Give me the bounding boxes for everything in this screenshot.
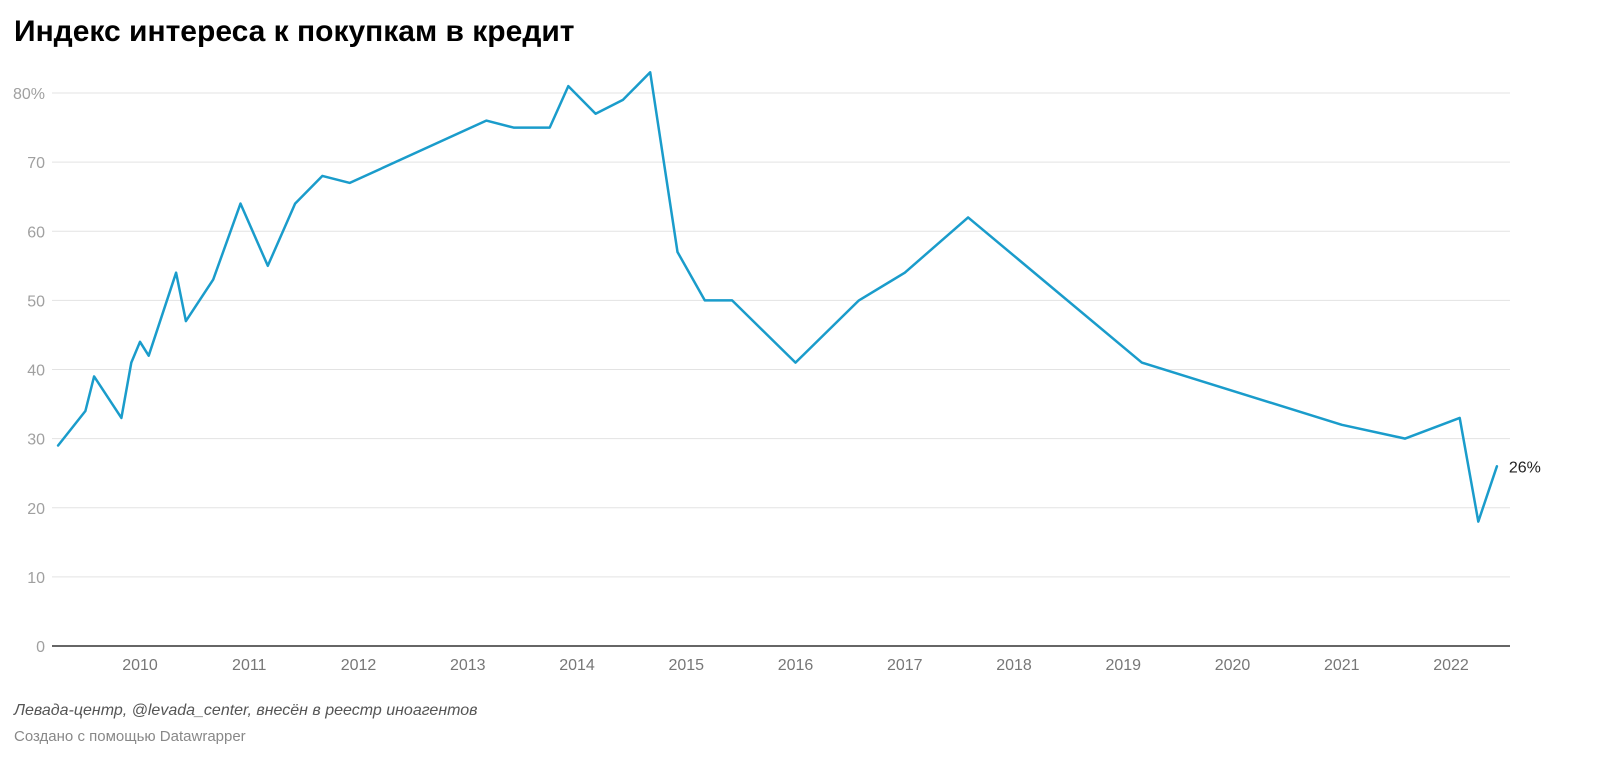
data-point	[704, 299, 706, 301]
y-tick-label: 10	[27, 570, 45, 587]
data-point	[649, 71, 651, 73]
data-point	[676, 251, 678, 253]
data-point	[967, 216, 969, 218]
x-tick-label: 2010	[122, 657, 158, 674]
data-point	[548, 126, 550, 128]
data-point	[130, 361, 132, 363]
data-point	[212, 278, 214, 280]
y-tick-label: 20	[27, 501, 45, 518]
x-tick-label: 2013	[450, 657, 486, 674]
data-point	[794, 361, 796, 363]
data-point	[1341, 424, 1343, 426]
x-tick-label: 2017	[887, 657, 923, 674]
data-point	[148, 354, 150, 356]
data-point	[175, 272, 177, 274]
label-layer: 0 10 20 30 40 50 60 70 80% 2010 2011 2012 2013 2014 20…	[13, 86, 1541, 674]
x-tick-label: 2012	[341, 657, 377, 674]
data-point	[57, 444, 59, 446]
data-point	[1459, 417, 1461, 419]
x-tick-label: 2020	[1215, 657, 1251, 674]
data-point	[858, 299, 860, 301]
y-tick-label: 30	[27, 432, 45, 449]
x-tick-label: 2018	[996, 657, 1032, 674]
series-line	[56, 71, 1499, 523]
y-tick-label: 80%	[13, 86, 45, 103]
data-point	[93, 375, 95, 377]
data-point	[1496, 465, 1498, 467]
data-point	[1141, 361, 1143, 363]
data-point	[512, 126, 514, 128]
data-point	[1404, 437, 1406, 439]
grid-layer	[52, 92, 1510, 647]
data-point	[139, 341, 141, 343]
x-tick-label: 2014	[559, 657, 595, 674]
line-chart: 0 10 20 30 40 50 60 70 80% 2010 2011 2012 2013 2014 20…	[13, 71, 1541, 674]
data-point	[567, 85, 569, 87]
data-point	[731, 299, 733, 301]
data-point	[239, 202, 241, 204]
data-point	[185, 320, 187, 322]
y-tick-label: 40	[27, 363, 45, 380]
y-tick-label: 0	[36, 639, 45, 656]
series-layer	[56, 71, 1499, 523]
data-point	[349, 182, 351, 184]
chart-source: Левада-центр, @levada_center, внесён в р…	[14, 702, 478, 719]
data-point	[485, 119, 487, 121]
data-point	[84, 410, 86, 412]
x-tick-label: 2022	[1433, 657, 1469, 674]
y-tick-label: 70	[27, 155, 45, 172]
data-point	[594, 113, 596, 115]
y-tick-label: 50	[27, 293, 45, 310]
x-tick-label: 2016	[778, 657, 814, 674]
data-point	[267, 265, 269, 267]
chart-title: Индекс интереса к покупкам в кредит	[14, 15, 575, 48]
data-point	[622, 99, 624, 101]
data-point	[1477, 520, 1479, 522]
data-point	[904, 272, 906, 274]
x-tick-label: 2021	[1324, 657, 1360, 674]
data-point	[294, 202, 296, 204]
x-tick-label: 2015	[668, 657, 704, 674]
y-tick-label: 60	[27, 224, 45, 241]
data-point	[321, 175, 323, 177]
end-value-label: 26%	[1509, 459, 1541, 476]
data-point	[120, 417, 122, 419]
x-tick-label: 2011	[232, 657, 267, 674]
chart-credit: Создано с помощью Datawrapper	[14, 728, 246, 745]
x-tick-label: 2019	[1105, 657, 1141, 674]
